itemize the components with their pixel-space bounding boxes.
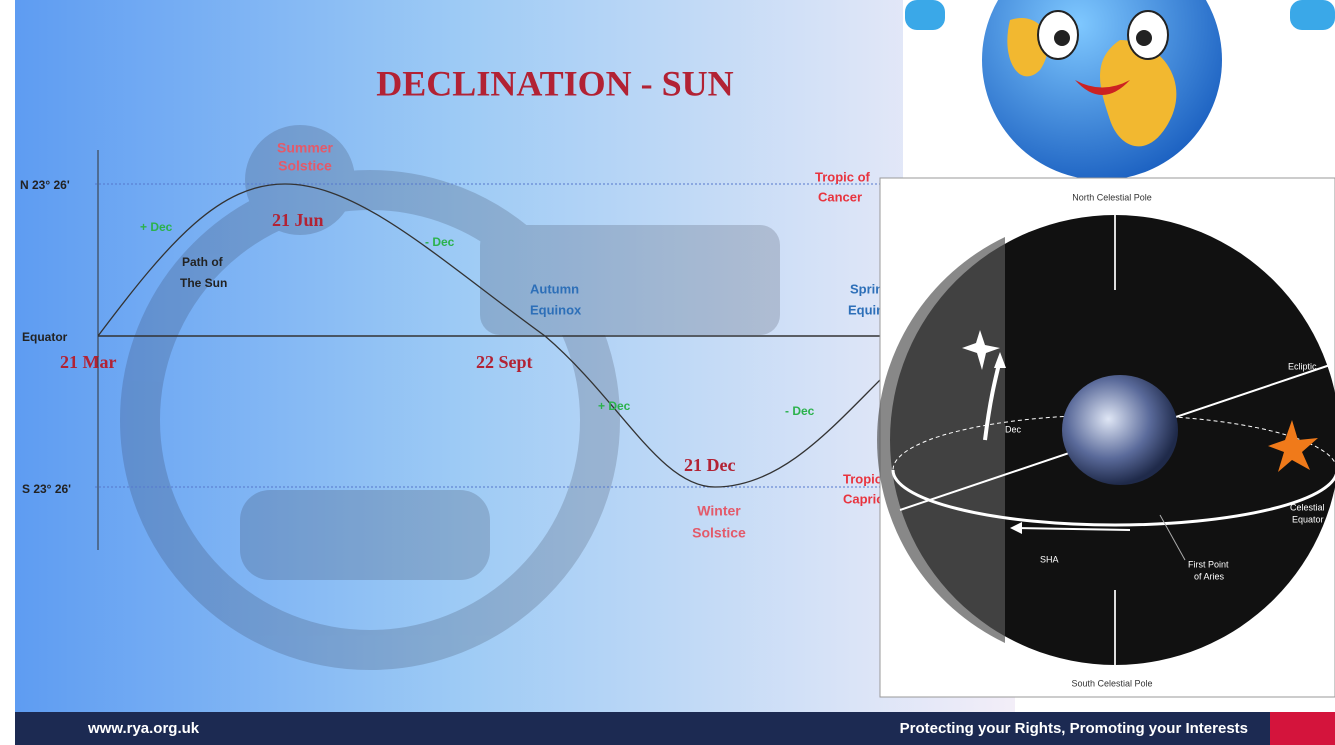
north-label: N 23° 26' <box>20 178 70 192</box>
path-label: The Sun <box>180 276 227 290</box>
dec-label: Dec <box>1005 424 1022 434</box>
dec-label: + Dec <box>598 399 631 413</box>
sextant-watermark <box>120 125 780 670</box>
aries-label: First Point <box>1188 559 1229 569</box>
path-label: Path of <box>182 255 224 269</box>
footer-url: www.rya.org.uk <box>87 720 200 737</box>
solstice-label: Solstice <box>692 525 746 541</box>
celestial-sphere <box>877 215 1335 665</box>
tropic-label: Cancer <box>818 189 862 204</box>
footer-accent <box>1270 712 1335 745</box>
dec-label: + Dec <box>140 220 173 234</box>
date-label: 22 Sept <box>476 352 533 372</box>
globe-cartoon <box>905 0 1335 180</box>
ecliptic-label: Ecliptic <box>1288 361 1317 371</box>
solstice-label: Summer <box>277 140 334 156</box>
date-label: 21 Mar <box>60 352 116 372</box>
date-label: 21 Jun <box>272 210 324 230</box>
footer-bar <box>15 712 1335 745</box>
aries-label: of Aries <box>1194 571 1225 581</box>
solstice-label: Solstice <box>278 158 332 174</box>
pole-label: North Celestial Pole <box>1072 192 1152 202</box>
tropic-label: Tropic of <box>815 169 871 184</box>
sun-path <box>97 183 881 488</box>
sha-label: SHA <box>1040 554 1059 564</box>
dec-label: - Dec <box>425 235 455 249</box>
title: DECLINATION - SUN <box>376 63 733 103</box>
equator-label: Equator <box>1292 514 1324 524</box>
equator-label: Celestial <box>1290 502 1325 512</box>
equinox-label: Autumn <box>530 281 579 296</box>
equinox-label: Equinox <box>530 302 582 317</box>
south-label: S 23° 26' <box>22 482 71 496</box>
pole-label: South Celestial Pole <box>1071 678 1152 688</box>
background <box>15 0 1015 712</box>
date-label: 21 Dec <box>684 455 735 475</box>
footer-slogan: Protecting your Rights, Promoting your I… <box>900 720 1248 737</box>
equator-label: Equator <box>22 330 68 344</box>
solstice-label: Winter <box>697 503 741 519</box>
dec-label: - Dec <box>785 404 815 418</box>
